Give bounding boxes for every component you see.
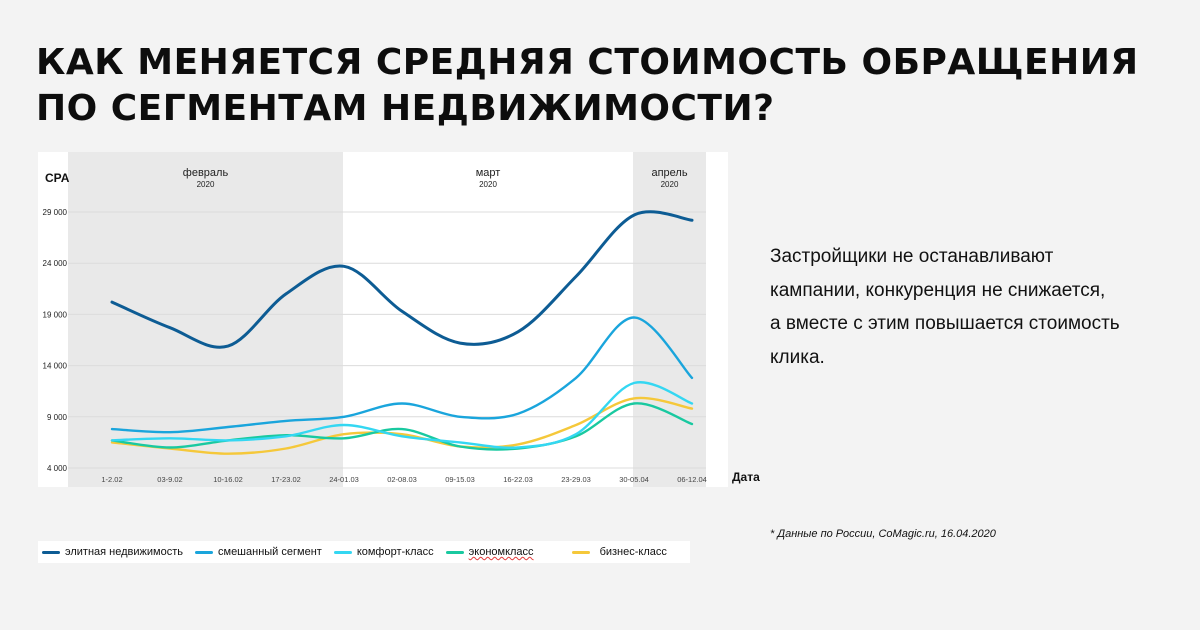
period-bands (68, 152, 706, 487)
legend-item-economy: экономкласс (445, 546, 534, 558)
x-tick-label: 09-15.03 (445, 475, 475, 484)
y-tick-label: 29 000 (43, 208, 68, 217)
y-tick-label: 19 000 (43, 310, 68, 319)
period-year-label: 2020 (661, 180, 679, 189)
page-title: Как меняется средняя стоимость обращения… (36, 40, 1139, 132)
legend-swatch-business (571, 550, 590, 554)
legend-label-business: бизнес-класс (599, 546, 667, 558)
legend-swatch-comfort (333, 550, 352, 554)
source-note: * Данные по России, CoMagic.ru, 16.04.20… (770, 528, 996, 540)
x-tick-label: 24-01.03 (329, 475, 359, 484)
y-tick-label: 14 000 (43, 362, 68, 371)
period-band-2 (633, 152, 706, 487)
side-text-line-2: кампании, конкуренция не снижается, (770, 279, 1106, 301)
series-line-3 (110, 402, 694, 451)
y-tick-label: 4 000 (47, 464, 68, 473)
period-year-label: 2020 (479, 180, 497, 189)
period-month-label: апрель (651, 167, 687, 179)
chart: CPA 4 000 9 000 14 000 19 000 24 000 29 000 1-… (43, 152, 707, 487)
legend-item-elite: элитная недвижимость (42, 546, 183, 558)
period-year-label: 2020 (197, 180, 215, 189)
x-tick-label: 17-23.02 (271, 475, 301, 484)
axis-ticks: 4 000 9 000 14 000 19 000 24 000 29 000 1-2.02… (43, 208, 707, 484)
x-tick-label: 03-9.02 (157, 475, 182, 484)
legend-swatch-elite (42, 550, 60, 554)
legend-label-comfort: комфорт-класс (356, 546, 434, 558)
series-line-1 (110, 316, 694, 434)
x-tick-label: 10-16.02 (213, 475, 243, 484)
period-band-0 (68, 152, 343, 487)
series-line-2 (110, 381, 694, 449)
title-line-2: по сегментам недвижимости? (36, 88, 775, 129)
x-tick-label: 30-05.04 (619, 475, 649, 484)
y-tick-label: 9 000 (47, 413, 68, 422)
side-commentary: Застройщики не останавливают кампании, к… (770, 240, 1170, 374)
chart-card: CPA 4 000 9 000 14 000 19 000 24 000 29 000 1-… (38, 152, 728, 487)
period-month-label: февраль (183, 167, 229, 179)
legend-item-mixed: смешанный сегмент (195, 546, 322, 558)
x-tick-label: 1-2.02 (101, 475, 122, 484)
x-tick-label: 23-29.03 (561, 475, 591, 484)
side-text-line-4: клика. (770, 346, 825, 368)
legend-label-elite: элитная недвижимость (65, 546, 183, 558)
series-lines (110, 210, 694, 455)
legend-swatch-mixed (195, 550, 213, 554)
title-line-1: Как меняется средняя стоимость обращения (36, 42, 1139, 83)
legend-item-comfort: комфорт-класс (333, 546, 434, 558)
y-axis-label: CPA (45, 171, 70, 185)
x-tick-label: 16-22.03 (503, 475, 533, 484)
gridlines (68, 211, 706, 469)
x-tick-label: 06-12.04 (677, 475, 707, 484)
series-line-0 (110, 210, 694, 349)
side-text-line-1: Застройщики не останавливают (770, 246, 1054, 267)
period-month-label: март (476, 167, 501, 179)
legend-swatch-economy (445, 550, 464, 554)
legend-label-economy: экономкласс (468, 546, 534, 558)
x-axis-label: Дата (732, 470, 760, 484)
legend-label-mixed: смешанный сегмент (218, 546, 322, 558)
legend-item-business: бизнес-класс (546, 546, 667, 558)
legend: элитная недвижимость смешанный сегмент к… (38, 541, 690, 563)
side-text-line-3: а вместе с этим повышается стоимость (770, 313, 1120, 334)
x-tick-label: 02-08.03 (387, 475, 417, 484)
y-tick-label: 24 000 (43, 259, 68, 268)
